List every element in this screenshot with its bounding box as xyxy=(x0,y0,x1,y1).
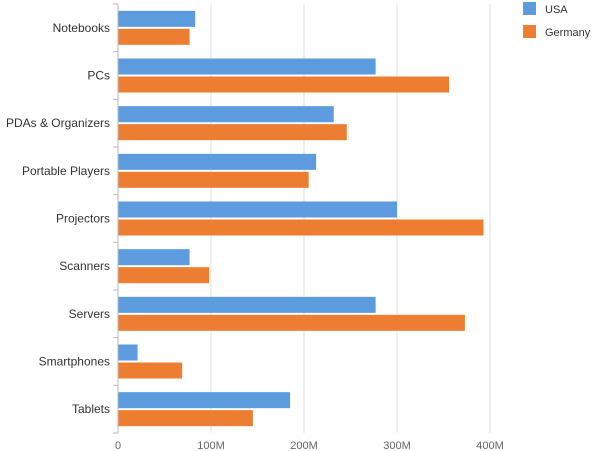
category-labels: Notebooks PCs PDAs & Organizers Portable Pl… xyxy=(6,21,110,416)
bar-usa-portable-players[interactable] xyxy=(118,153,317,170)
tick-labels: 0 100M 200M 300M 400M xyxy=(115,440,504,451)
category-label-pcs: PCs xyxy=(87,69,110,83)
bar-germany-smartphones[interactable] xyxy=(118,362,183,379)
bar-germany-notebooks[interactable] xyxy=(118,28,190,45)
x-tick-label-300m: 300M xyxy=(383,440,411,451)
bar-usa-notebooks[interactable] xyxy=(118,10,196,27)
category-label-projectors: Projectors xyxy=(56,212,110,226)
bar-usa-pdas-organizers[interactable] xyxy=(118,106,334,123)
category-label-scanners: Scanners xyxy=(59,259,110,273)
x-tick-label-0: 0 xyxy=(115,440,121,451)
axes xyxy=(113,3,119,434)
legend-swatch-usa[interactable] xyxy=(523,2,536,15)
legend-label-germany[interactable]: Germany xyxy=(545,27,591,39)
bar-germany-portable-players[interactable] xyxy=(118,171,309,188)
bar-usa-smartphones[interactable] xyxy=(118,344,138,361)
grid-lines xyxy=(210,4,491,433)
x-tick-label-200m: 200M xyxy=(290,440,318,451)
x-tick-label-400m: 400M xyxy=(476,440,504,451)
bar-germany-pcs[interactable] xyxy=(118,76,450,93)
legend: USA Germany xyxy=(523,2,591,39)
bar-germany-scanners[interactable] xyxy=(118,267,210,284)
bar-germany-tablets[interactable] xyxy=(118,410,253,427)
bar-usa-projectors[interactable] xyxy=(118,201,397,218)
bar-germany-projectors[interactable] xyxy=(118,219,484,236)
bar-usa-servers[interactable] xyxy=(118,296,376,313)
bar-germany-servers[interactable] xyxy=(118,314,465,331)
x-tick-label-100m: 100M xyxy=(197,440,225,451)
bars xyxy=(118,10,484,427)
bar-usa-pcs[interactable] xyxy=(118,58,376,75)
bar-usa-tablets[interactable] xyxy=(118,392,291,409)
category-label-servers: Servers xyxy=(69,307,110,321)
category-label-tablets: Tablets xyxy=(72,402,110,416)
category-label-smartphones: Smartphones xyxy=(39,355,110,369)
bar-germany-pdas-organizers[interactable] xyxy=(118,124,347,141)
category-label-portable-players: Portable Players xyxy=(22,164,110,178)
bar-usa-scanners[interactable] xyxy=(118,249,190,266)
legend-label-usa[interactable]: USA xyxy=(545,4,568,16)
category-label-notebooks: Notebooks xyxy=(53,21,110,35)
legend-swatch-germany[interactable] xyxy=(523,25,536,38)
category-label-pdas-organizers: PDAs & Organizers xyxy=(6,116,110,130)
